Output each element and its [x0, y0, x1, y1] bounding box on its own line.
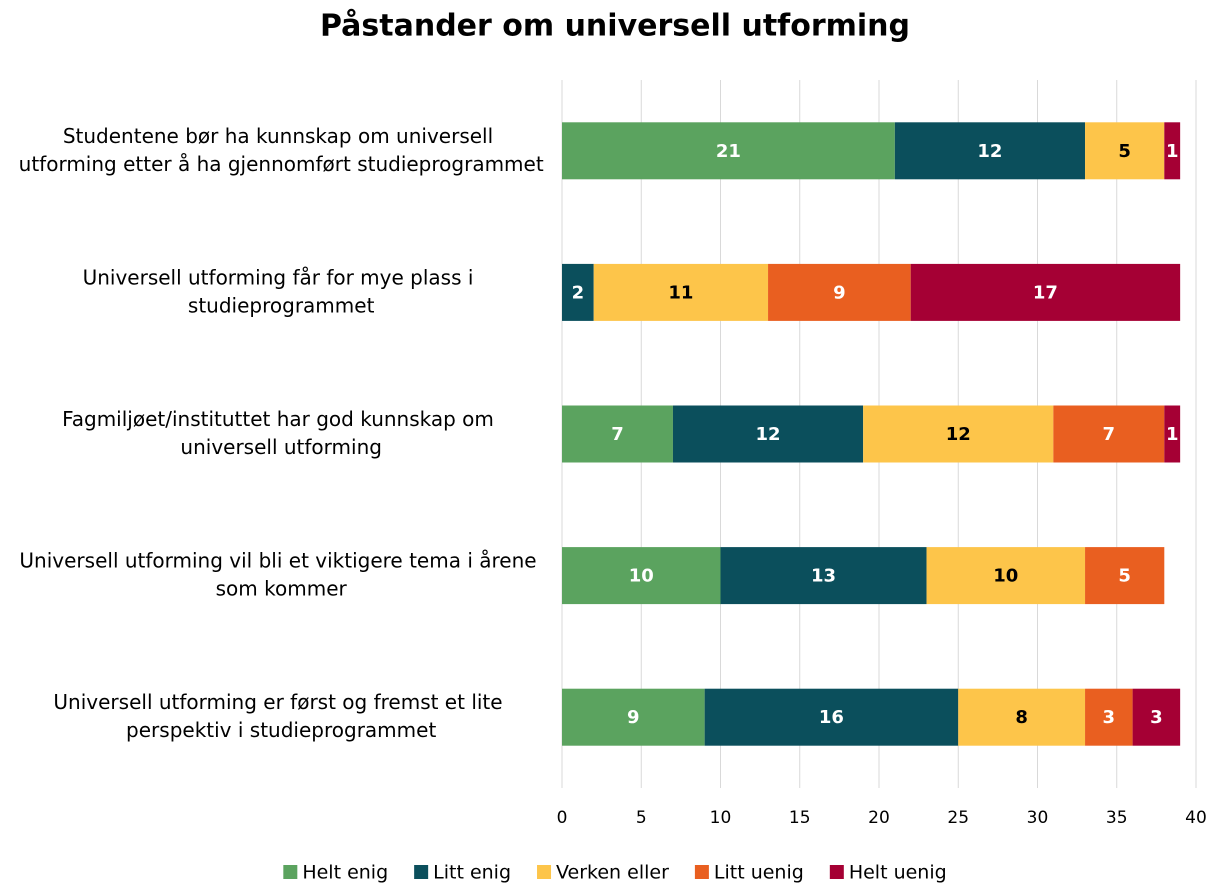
value-label: 9 — [833, 282, 846, 303]
legend-label: Litt uenig — [714, 862, 804, 884]
category-label: Fagmiljøet/instituttet har god kunnskap … — [62, 407, 494, 459]
bar — [1164, 405, 1181, 463]
category-label: Universell utforming vil bli et viktiger… — [19, 548, 536, 600]
x-tick-label: 40 — [1185, 808, 1207, 828]
bar — [593, 263, 769, 321]
legend-swatch — [694, 865, 709, 879]
value-label: 10 — [629, 566, 654, 587]
legend-swatch — [283, 865, 298, 879]
legend-swatch — [414, 865, 429, 879]
bar — [562, 405, 673, 463]
bar — [562, 263, 594, 321]
bar — [910, 263, 1181, 321]
bar — [1085, 547, 1165, 605]
x-tick-label: 15 — [789, 808, 811, 828]
value-label: 8 — [1015, 707, 1028, 728]
legend: Helt enig Litt enig Verken eller Litt uenig… — [283, 862, 947, 884]
legend-label: Helt uenig — [849, 862, 947, 884]
value-label: 1 — [1166, 424, 1179, 445]
bar — [704, 688, 959, 746]
bar — [672, 405, 864, 463]
bar — [894, 122, 1086, 180]
value-label: 3 — [1150, 707, 1163, 728]
value-label: 17 — [1033, 282, 1058, 303]
category-label: Universell utforming er først og fremst … — [53, 690, 502, 742]
bar — [1053, 405, 1165, 463]
legend-swatch — [829, 865, 844, 879]
bar — [1132, 688, 1181, 746]
bar — [562, 122, 895, 180]
value-label: 10 — [993, 566, 1018, 587]
bar — [562, 688, 705, 746]
x-tick-label: 5 — [636, 808, 647, 828]
x-tick-label: 25 — [947, 808, 969, 828]
x-tick-label: 10 — [710, 808, 732, 828]
bar — [1085, 122, 1165, 180]
value-label: 16 — [819, 707, 844, 728]
x-tick-label: 20 — [868, 808, 890, 828]
legend-swatch — [537, 865, 552, 879]
value-label: 12 — [946, 424, 971, 445]
x-tick-label: 35 — [1106, 808, 1128, 828]
value-label: 7 — [611, 424, 624, 445]
legend-label: Helt enig — [302, 862, 388, 884]
value-label: 3 — [1103, 707, 1116, 728]
value-label: 7 — [1103, 424, 1116, 445]
bar — [768, 263, 911, 321]
value-label: 9 — [627, 707, 640, 728]
category-label: Studentene bør ha kunnskap om universell… — [12, 123, 544, 175]
bar — [1164, 122, 1181, 180]
category-label: Universell utforming får for mye plass i… — [83, 265, 474, 317]
bar — [562, 547, 721, 605]
bar — [720, 547, 927, 605]
value-label: 1 — [1166, 141, 1179, 162]
x-tick-label: 0 — [557, 808, 568, 828]
value-label: 12 — [977, 141, 1002, 162]
value-label: 2 — [572, 282, 585, 303]
legend-label: Litt enig — [433, 862, 511, 884]
x-tick-label: 30 — [1027, 808, 1049, 828]
value-label: 21 — [716, 141, 741, 162]
legend-label: Verken eller — [556, 862, 669, 884]
bar — [863, 405, 1054, 463]
value-label: 5 — [1118, 141, 1131, 162]
value-label: 13 — [811, 566, 836, 587]
chart-title: Påstander om universell utforming — [320, 8, 910, 44]
value-label: 12 — [756, 424, 781, 445]
bar — [958, 688, 1086, 746]
bar — [1085, 688, 1133, 746]
value-label: 5 — [1118, 566, 1131, 587]
bar — [926, 547, 1086, 605]
value-label: 11 — [668, 282, 693, 303]
